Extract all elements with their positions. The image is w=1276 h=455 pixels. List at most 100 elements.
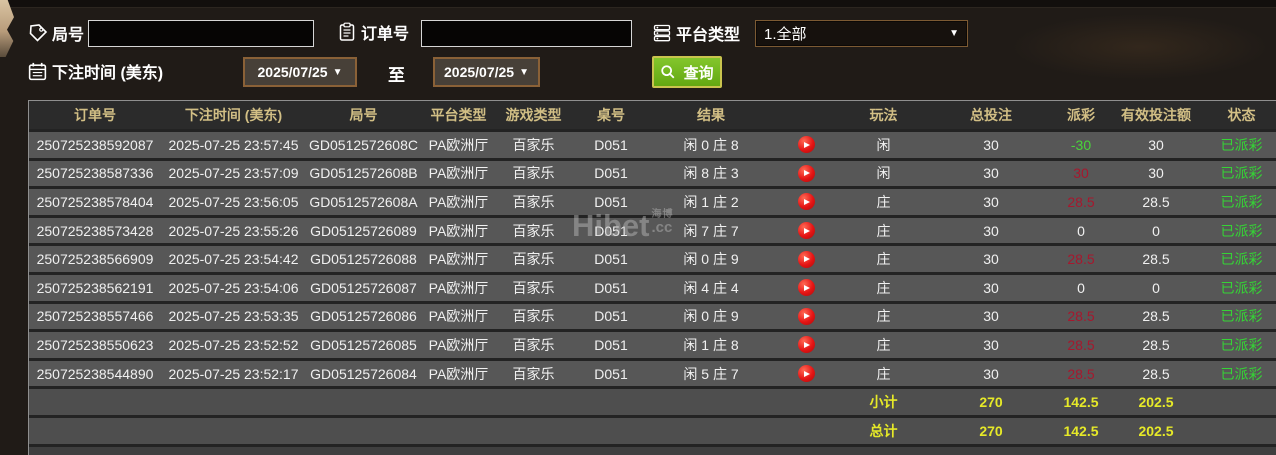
round-number-input[interactable] [88, 20, 314, 47]
cell-round_id: GD0512572608C [309, 136, 418, 153]
cell-table_no: D051 [594, 193, 628, 210]
date-to-select[interactable]: 2025/07/25 ▼ [433, 57, 540, 87]
cell-payout: 0 [1077, 279, 1085, 296]
calendar-icon [27, 61, 48, 82]
cell-table_no: D051 [594, 136, 628, 153]
cell-replay [771, 136, 841, 154]
cell-bet_time: 2025-07-25 23:57:45 [168, 136, 299, 153]
cell-total_bet: 30 [983, 165, 999, 182]
cell-status: 已派彩 [1220, 279, 1263, 296]
chevron-down-icon: ▼ [519, 66, 529, 78]
cell-table_no: D051 [594, 251, 628, 268]
cell-order_id: 250725238587336 [36, 165, 154, 182]
round-number-label: 局号 [52, 27, 85, 44]
cell-payout: 28.5 [1067, 193, 1095, 210]
cell-total_bet: 30 [983, 336, 999, 353]
to-label: 至 [388, 66, 405, 85]
replay-play-button[interactable] [797, 365, 815, 383]
cell-platform: PA欧洲厅 [428, 136, 489, 153]
replay-play-button[interactable] [797, 336, 815, 354]
play-icon [804, 141, 810, 148]
cell-order_id: 250725238550623 [36, 336, 154, 353]
cell-valid_bet: 28.5 [1142, 193, 1170, 210]
cell-replay [771, 222, 841, 240]
decorative-corner [0, 0, 14, 57]
cell-status: 已派彩 [1220, 308, 1263, 325]
cell-result: 闲 0 庄 9 [683, 308, 739, 325]
replay-play-button[interactable] [797, 279, 815, 297]
table-row: 250725238550623 2025-07-25 23:52:52 GD0512… [29, 332, 1276, 358]
cell-valid_bet: 0 [1152, 279, 1160, 296]
cell-total_bet: 30 [983, 279, 999, 296]
date-from-select[interactable]: 2025/07/25 ▼ [243, 57, 357, 87]
cell-bet_time: 2025-07-25 23:53:35 [168, 308, 299, 325]
cell-round_id: GD05125726087 [310, 279, 417, 296]
cell-play_type: 庄 [876, 336, 891, 353]
platform-type-select[interactable]: 1.全部 ▼ [755, 20, 968, 47]
cell-play_type: 庄 [876, 279, 891, 296]
cell-round_id: GD0512572608A [309, 193, 418, 210]
round-number-group: 局号 [28, 21, 84, 45]
cell-table_no: D051 [594, 308, 628, 325]
replay-play-button[interactable] [797, 250, 815, 268]
cell-result: 闲 1 庄 8 [683, 336, 739, 353]
cell-valid_bet: 28.5 [1142, 251, 1170, 268]
cell-game_type: 百家乐 [512, 251, 555, 268]
column-header-result: 结果 [697, 107, 725, 123]
query-button-label: 查询 [683, 64, 714, 82]
play-icon [804, 256, 810, 263]
table-row: 250725238566909 2025-07-25 23:54:42 GD0512… [29, 246, 1276, 272]
bet-time-group: 下注时间 (美东) [27, 59, 163, 83]
cell-platform: PA欧洲厅 [428, 165, 489, 182]
cell-bet_time: 2025-07-25 23:54:42 [168, 251, 299, 268]
cell-round_id: GD05125726085 [310, 336, 417, 353]
cell-result: 闲 5 庄 7 [683, 365, 739, 382]
cell-game_type: 百家乐 [512, 365, 555, 382]
column-header-status: 状态 [1227, 107, 1256, 123]
cell-order_id: 250725238544890 [36, 365, 154, 382]
cell-valid_bet: 202.5 [1138, 422, 1174, 439]
cell-result: 闲 1 庄 2 [683, 193, 739, 210]
cell-game_type: 百家乐 [512, 165, 555, 182]
cell-bet_time: 2025-07-25 23:52:52 [168, 336, 299, 353]
play-icon [804, 227, 810, 234]
table-row: 250725238573428 2025-07-25 23:55:26 GD0512… [29, 217, 1276, 244]
cell-game_type: 百家乐 [512, 279, 555, 296]
cell-valid_bet: 28.5 [1142, 308, 1170, 325]
cell-total_bet: 270 [979, 422, 1003, 439]
cell-valid_bet: 30 [1148, 165, 1164, 182]
cell-table_no: D051 [594, 165, 628, 182]
cell-result: 闲 4 庄 4 [683, 279, 739, 296]
cell-order_id: 250725238573428 [36, 222, 154, 239]
cell-round_id: GD05125726088 [310, 251, 417, 268]
records-table: 订单号 下注时间 (美东) 局号 平台类型 游戏类型 桌号 结果 玩法 总投注 派彩 有效投注额 状态… [28, 100, 1276, 455]
table-row: 250725238592087 2025-07-25 23:57:45 GD0512… [29, 132, 1276, 158]
cell-play_type: 庄 [876, 308, 891, 325]
search-icon [660, 64, 676, 80]
table-row: 250725238562191 2025-07-25 23:54:06 GD0512… [29, 274, 1276, 301]
replay-play-button[interactable] [797, 222, 815, 240]
cell-game_type: 百家乐 [512, 193, 555, 210]
replay-play-button[interactable] [797, 193, 815, 211]
replay-play-button[interactable] [797, 307, 815, 325]
table-row: 250725238587336 2025-07-25 23:57:09 GD0512… [29, 160, 1276, 187]
cell-bet_time: 2025-07-25 23:52:17 [168, 365, 299, 382]
query-button[interactable]: 查询 [652, 56, 722, 88]
cell-payout: -30 [1070, 136, 1092, 153]
cell-total_bet: 30 [983, 365, 999, 382]
replay-play-button[interactable] [797, 164, 815, 182]
column-header-bet_time: 下注时间 (美东) [184, 107, 283, 123]
cell-status: 已派彩 [1220, 193, 1263, 210]
chevron-down-icon: ▼ [949, 28, 959, 39]
play-icon [804, 341, 810, 348]
cell-platform: PA欧洲厅 [428, 336, 489, 353]
cell-result: 闲 7 庄 7 [683, 222, 739, 239]
cell-platform: PA欧洲厅 [428, 308, 489, 325]
replay-play-button[interactable] [797, 136, 815, 154]
cell-payout: 142.5 [1063, 394, 1099, 411]
cell-result: 闲 0 庄 9 [683, 251, 739, 268]
cell-result: 闲 0 庄 8 [683, 136, 739, 153]
cell-status: 已派彩 [1220, 165, 1263, 182]
cell-payout: 30 [1073, 165, 1089, 182]
order-number-input[interactable] [421, 20, 632, 47]
